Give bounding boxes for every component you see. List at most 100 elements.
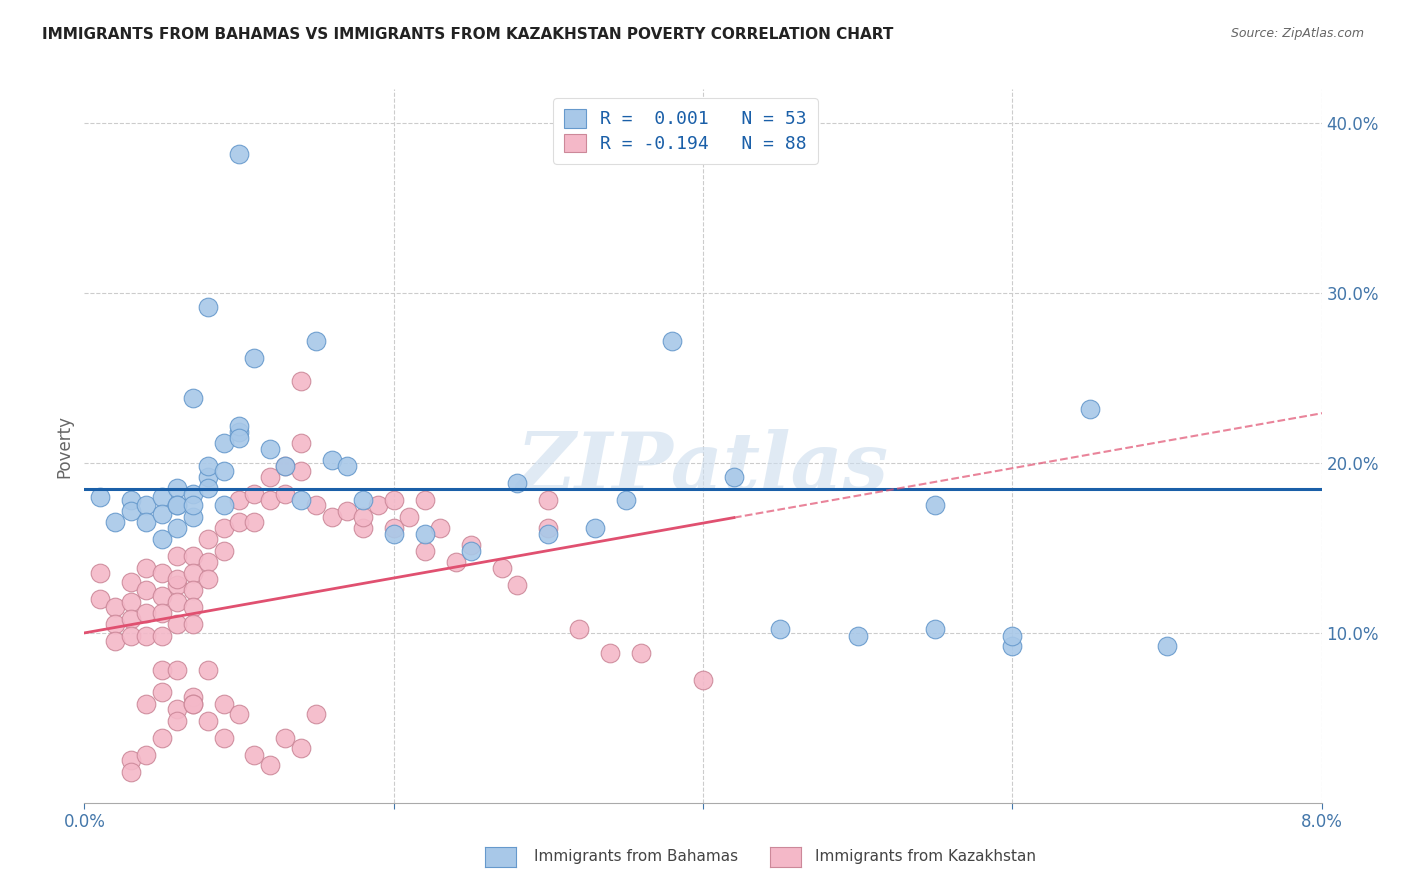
Point [197,459,219,474]
Point [150,566,173,581]
Point [197,469,219,483]
Point [537,493,560,508]
Point [243,351,266,365]
Point [166,714,188,729]
Point [290,465,312,479]
Point [1078,401,1101,416]
Point [212,731,235,746]
Point [135,516,157,530]
Point [1001,629,1024,643]
Point [166,617,188,632]
Point [243,516,266,530]
Point [228,425,250,440]
Point [352,520,374,534]
Point [166,578,188,592]
Point [181,698,204,712]
Point [413,544,436,558]
Point [568,623,591,637]
Point [274,459,297,474]
Point [352,510,374,524]
Point [150,629,173,643]
Text: IMMIGRANTS FROM BAHAMAS VS IMMIGRANTS FROM KAZAKHSTAN POVERTY CORRELATION CHART: IMMIGRANTS FROM BAHAMAS VS IMMIGRANTS FR… [42,27,894,42]
Point [181,600,204,615]
Point [243,748,266,763]
Point [336,503,359,517]
Point [166,702,188,716]
Point [150,731,173,746]
Point [212,520,235,534]
Point [537,527,560,541]
Point [212,435,235,450]
Point [181,499,204,513]
Point [197,572,219,586]
Point [460,537,482,551]
Point [413,527,436,541]
Point [120,493,142,508]
Point [197,714,219,729]
Point [135,583,157,598]
Point [104,516,127,530]
Point [583,520,606,534]
Point [228,493,250,508]
Point [197,555,219,569]
Point [181,510,204,524]
Point [135,606,157,620]
Point [1001,640,1024,654]
Point [661,334,683,348]
Point [382,527,405,541]
Point [89,566,111,581]
Point [599,646,621,660]
Point [506,578,529,592]
Point [429,520,451,534]
Point [150,685,173,699]
Point [135,629,157,643]
Point [104,617,127,632]
Point [135,698,157,712]
Point [120,629,142,643]
Point [150,663,173,677]
Point [135,561,157,575]
Point [259,442,281,457]
Point [228,516,250,530]
Point [89,591,111,606]
Point [305,707,328,722]
Point [305,499,328,513]
Point [460,544,482,558]
Point [228,418,250,433]
Point [692,673,714,688]
Point [382,520,405,534]
Point [924,499,946,513]
Point [398,510,420,524]
Text: ZIPatlas: ZIPatlas [517,429,889,506]
Point [120,595,142,609]
Point [150,490,173,504]
Point [166,549,188,564]
Legend: R =  0.001   N = 53, R = -0.194   N = 88: R = 0.001 N = 53, R = -0.194 N = 88 [554,98,818,164]
Point [243,486,266,500]
Point [723,469,745,483]
Point [290,435,312,450]
Point [274,731,297,746]
Point [181,549,204,564]
Point [135,748,157,763]
Point [197,663,219,677]
Point [120,765,142,780]
Text: Immigrants from Kazakhstan: Immigrants from Kazakhstan [815,849,1036,863]
Point [166,572,188,586]
Point [181,698,204,712]
Point [367,499,389,513]
Point [259,758,281,772]
Point [181,583,204,598]
Point [769,623,792,637]
Point [290,741,312,756]
Point [290,493,312,508]
Point [274,486,297,500]
Point [924,623,946,637]
Point [321,452,343,467]
Point [150,533,173,547]
Point [336,459,359,474]
Point [259,469,281,483]
Point [181,617,204,632]
Point [321,510,343,524]
Point [104,600,127,615]
